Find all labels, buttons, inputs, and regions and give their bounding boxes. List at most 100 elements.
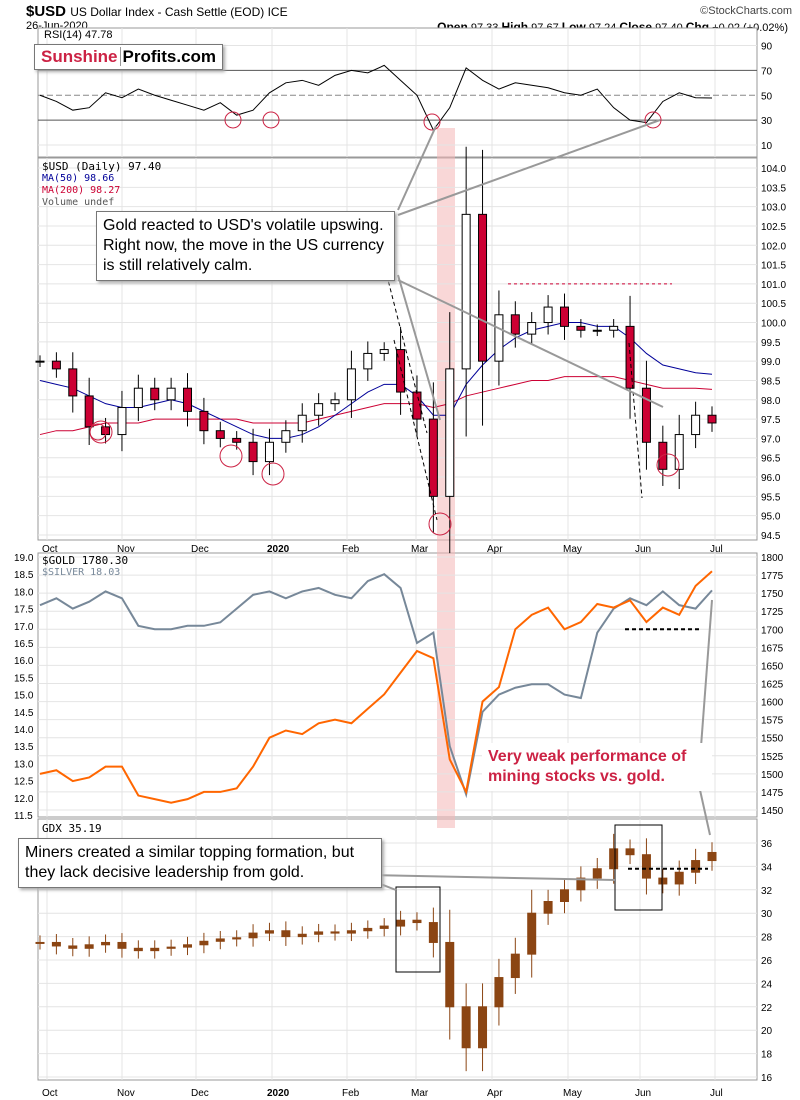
silver-tick-label: 19.0: [14, 553, 34, 564]
gdx-candle: [527, 912, 537, 955]
usd-candle: [576, 325, 586, 331]
month-label: Jul: [710, 1088, 723, 1099]
gold-tick-label: 1725: [761, 607, 784, 618]
usd-annotation: Gold reacted to USD's volatile upswing. …: [96, 211, 395, 281]
usd-candle: [674, 434, 684, 470]
usd-candle: [592, 329, 602, 332]
usd-candle: [51, 360, 61, 370]
gdx-candle: [707, 851, 717, 862]
gdx-candle: [84, 944, 94, 949]
usd-candle: [363, 352, 373, 370]
month-label: Dec: [191, 1088, 209, 1099]
silver-tick-label: 17.0: [14, 622, 34, 633]
usd-tick-label: 99.0: [761, 357, 781, 368]
volume-legend: Volume undef: [42, 197, 115, 208]
month-label: Jun: [635, 1088, 651, 1099]
usd-candle: [297, 414, 307, 432]
usd-candle: [461, 213, 471, 370]
usd-candle: [494, 314, 504, 362]
usd-tick-label: 102.0: [761, 241, 786, 252]
gdx-candle: [461, 1006, 471, 1049]
gdx-candle: [166, 946, 176, 949]
usd-tick-label: 98.5: [761, 376, 781, 387]
gdx-candle: [248, 932, 258, 939]
usd-candle: [478, 213, 488, 362]
silver-tick-label: 17.5: [14, 605, 34, 616]
usd-tick-label: 100.5: [761, 299, 786, 310]
rsi-low-circle: [423, 113, 441, 131]
gdx-candle: [674, 871, 684, 885]
silver-tick-label: 13.5: [14, 742, 34, 753]
rsi-tick-label: 90: [761, 42, 773, 53]
usd-candle: [264, 441, 274, 463]
usd-tick-label: 104.0: [761, 164, 786, 175]
gdx-candle: [199, 940, 209, 946]
usd-tick-label: 94.5: [761, 531, 781, 542]
usd-candle: [281, 430, 291, 443]
usd-low-circle: [219, 444, 243, 468]
month-label: Apr: [487, 544, 503, 555]
usd-legend: $USD (Daily) 97.40 MA(50) 98.66 MA(200) …: [42, 161, 161, 209]
gold-tick-label: 1575: [761, 716, 784, 727]
month-label: Oct: [42, 544, 58, 555]
month-label: Jun: [635, 544, 651, 555]
ma50-line: [39, 322, 713, 439]
usd-tick-label: 100.0: [761, 319, 786, 330]
usd-candle: [609, 325, 619, 331]
rsi-low-circle: [224, 111, 242, 129]
usd-tick-label: 103.0: [761, 203, 786, 214]
gold-tick-label: 1775: [761, 571, 784, 582]
rsi-tick-label: 30: [761, 116, 773, 127]
month-label: Nov: [117, 544, 135, 555]
usd-candle: [543, 306, 553, 324]
gdx-tick-label: 16: [761, 1073, 773, 1084]
gdx-candle: [592, 868, 602, 879]
usd-candle: [166, 387, 176, 401]
gdx-candle: [576, 877, 586, 891]
usd-tick-label: 96.5: [761, 454, 781, 465]
usd-low-circle: [656, 453, 680, 477]
gold-legend: $GOLD 1780.30: [42, 554, 129, 567]
gdx-candle: [510, 953, 520, 979]
usd-tick-label: 96.0: [761, 473, 781, 484]
gold-line: [39, 570, 713, 804]
usd-legend-title: $USD (Daily) 97.40: [42, 160, 162, 173]
usd-candle: [215, 430, 225, 439]
gdx-candle: [330, 931, 340, 934]
usd-candle: [445, 368, 455, 497]
symbol: $USD: [26, 3, 67, 20]
gdx-candle: [346, 930, 356, 934]
gdx-candle: [543, 901, 553, 914]
gdx-tick-label: 26: [761, 956, 773, 967]
month-label: Mar: [411, 1088, 429, 1099]
usd-candle: [248, 441, 258, 463]
logo-part-b: Profits.com: [119, 47, 217, 66]
gdx-tick-label: 34: [761, 862, 773, 873]
silver-tick-label: 18.0: [14, 587, 34, 598]
usd-candle: [641, 387, 651, 443]
usd-tick-label: 101.5: [761, 261, 786, 272]
gdx-candle: [559, 889, 569, 902]
usd-candle: [150, 387, 160, 401]
gdx-candle: [51, 941, 61, 947]
gdx-tick-label: 18: [761, 1050, 773, 1061]
usd-candle: [35, 360, 45, 363]
rsi-legend: RSI(14) 47.78: [44, 29, 113, 41]
gold-silver-legend: $GOLD 1780.30 $SILVER 18.03: [42, 555, 128, 579]
silver-tick-label: 16.0: [14, 656, 34, 667]
gdx-tick-label: 24: [761, 979, 773, 990]
usd-tick-label: 95.0: [761, 512, 781, 523]
gdx-candle: [691, 860, 701, 873]
gold-tick-label: 1500: [761, 770, 784, 781]
usd-tick-label: 98.0: [761, 396, 781, 407]
gdx-candle: [183, 944, 193, 948]
ma50-legend: MA(50) 98.66: [42, 173, 115, 184]
usd-candle: [84, 395, 94, 428]
gdx-candle: [281, 930, 291, 938]
gdx-legend: GDX 35.19: [42, 822, 102, 835]
rsi-line: [39, 64, 713, 132]
usd-tick-label: 95.5: [761, 492, 781, 503]
sunshine-profits-logo: Sunshine Profits.com: [34, 44, 224, 70]
gold-tick-label: 1550: [761, 734, 784, 745]
usd-candle: [379, 349, 389, 354]
